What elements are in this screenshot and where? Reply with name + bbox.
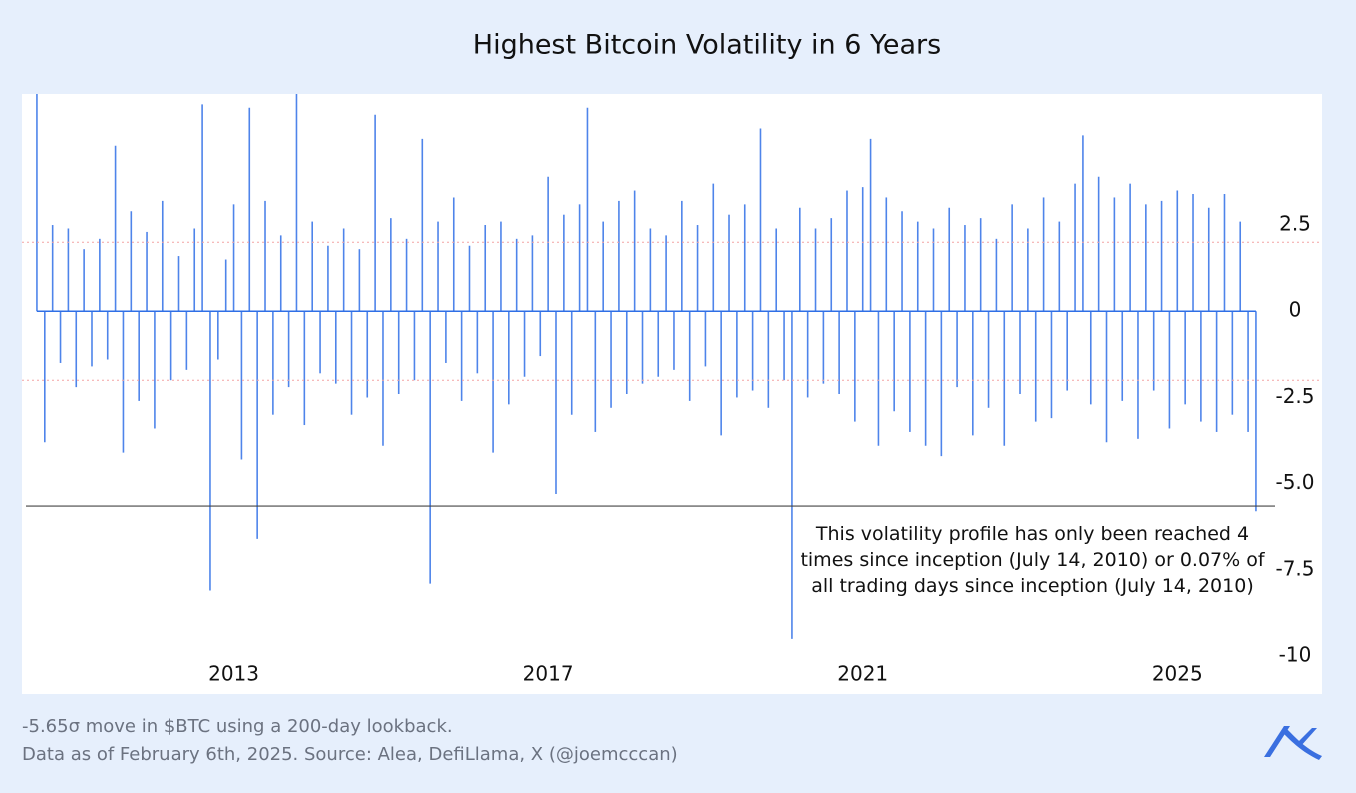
x-tick-label: 2017 bbox=[523, 662, 574, 686]
spikes bbox=[36, 94, 1257, 639]
y-tick-label: -5.0 bbox=[1275, 470, 1314, 494]
logo bbox=[1264, 726, 1322, 760]
y-tick-label: 0 bbox=[1289, 298, 1302, 322]
x-tick-label: 2013 bbox=[208, 662, 259, 686]
annotation: This volatility profile has only been re… bbox=[800, 523, 1265, 597]
y-tick-label: -7.5 bbox=[1275, 556, 1314, 580]
x-tick-label: 2025 bbox=[1152, 662, 1203, 686]
footnote: Data as of February 6th, 2025. Source: A… bbox=[22, 744, 678, 765]
y-tick-label: -10 bbox=[1279, 643, 1312, 667]
chart-title: Highest Bitcoin Volatility in 6 Years bbox=[473, 30, 941, 61]
x-tick-label: 2021 bbox=[837, 662, 888, 686]
y-tick-label: -2.5 bbox=[1275, 384, 1314, 408]
y-tick-label: 2.5 bbox=[1279, 212, 1311, 236]
plot-area bbox=[22, 94, 1322, 694]
footnote: -5.65σ move in $BTC using a 200-day look… bbox=[22, 716, 453, 737]
